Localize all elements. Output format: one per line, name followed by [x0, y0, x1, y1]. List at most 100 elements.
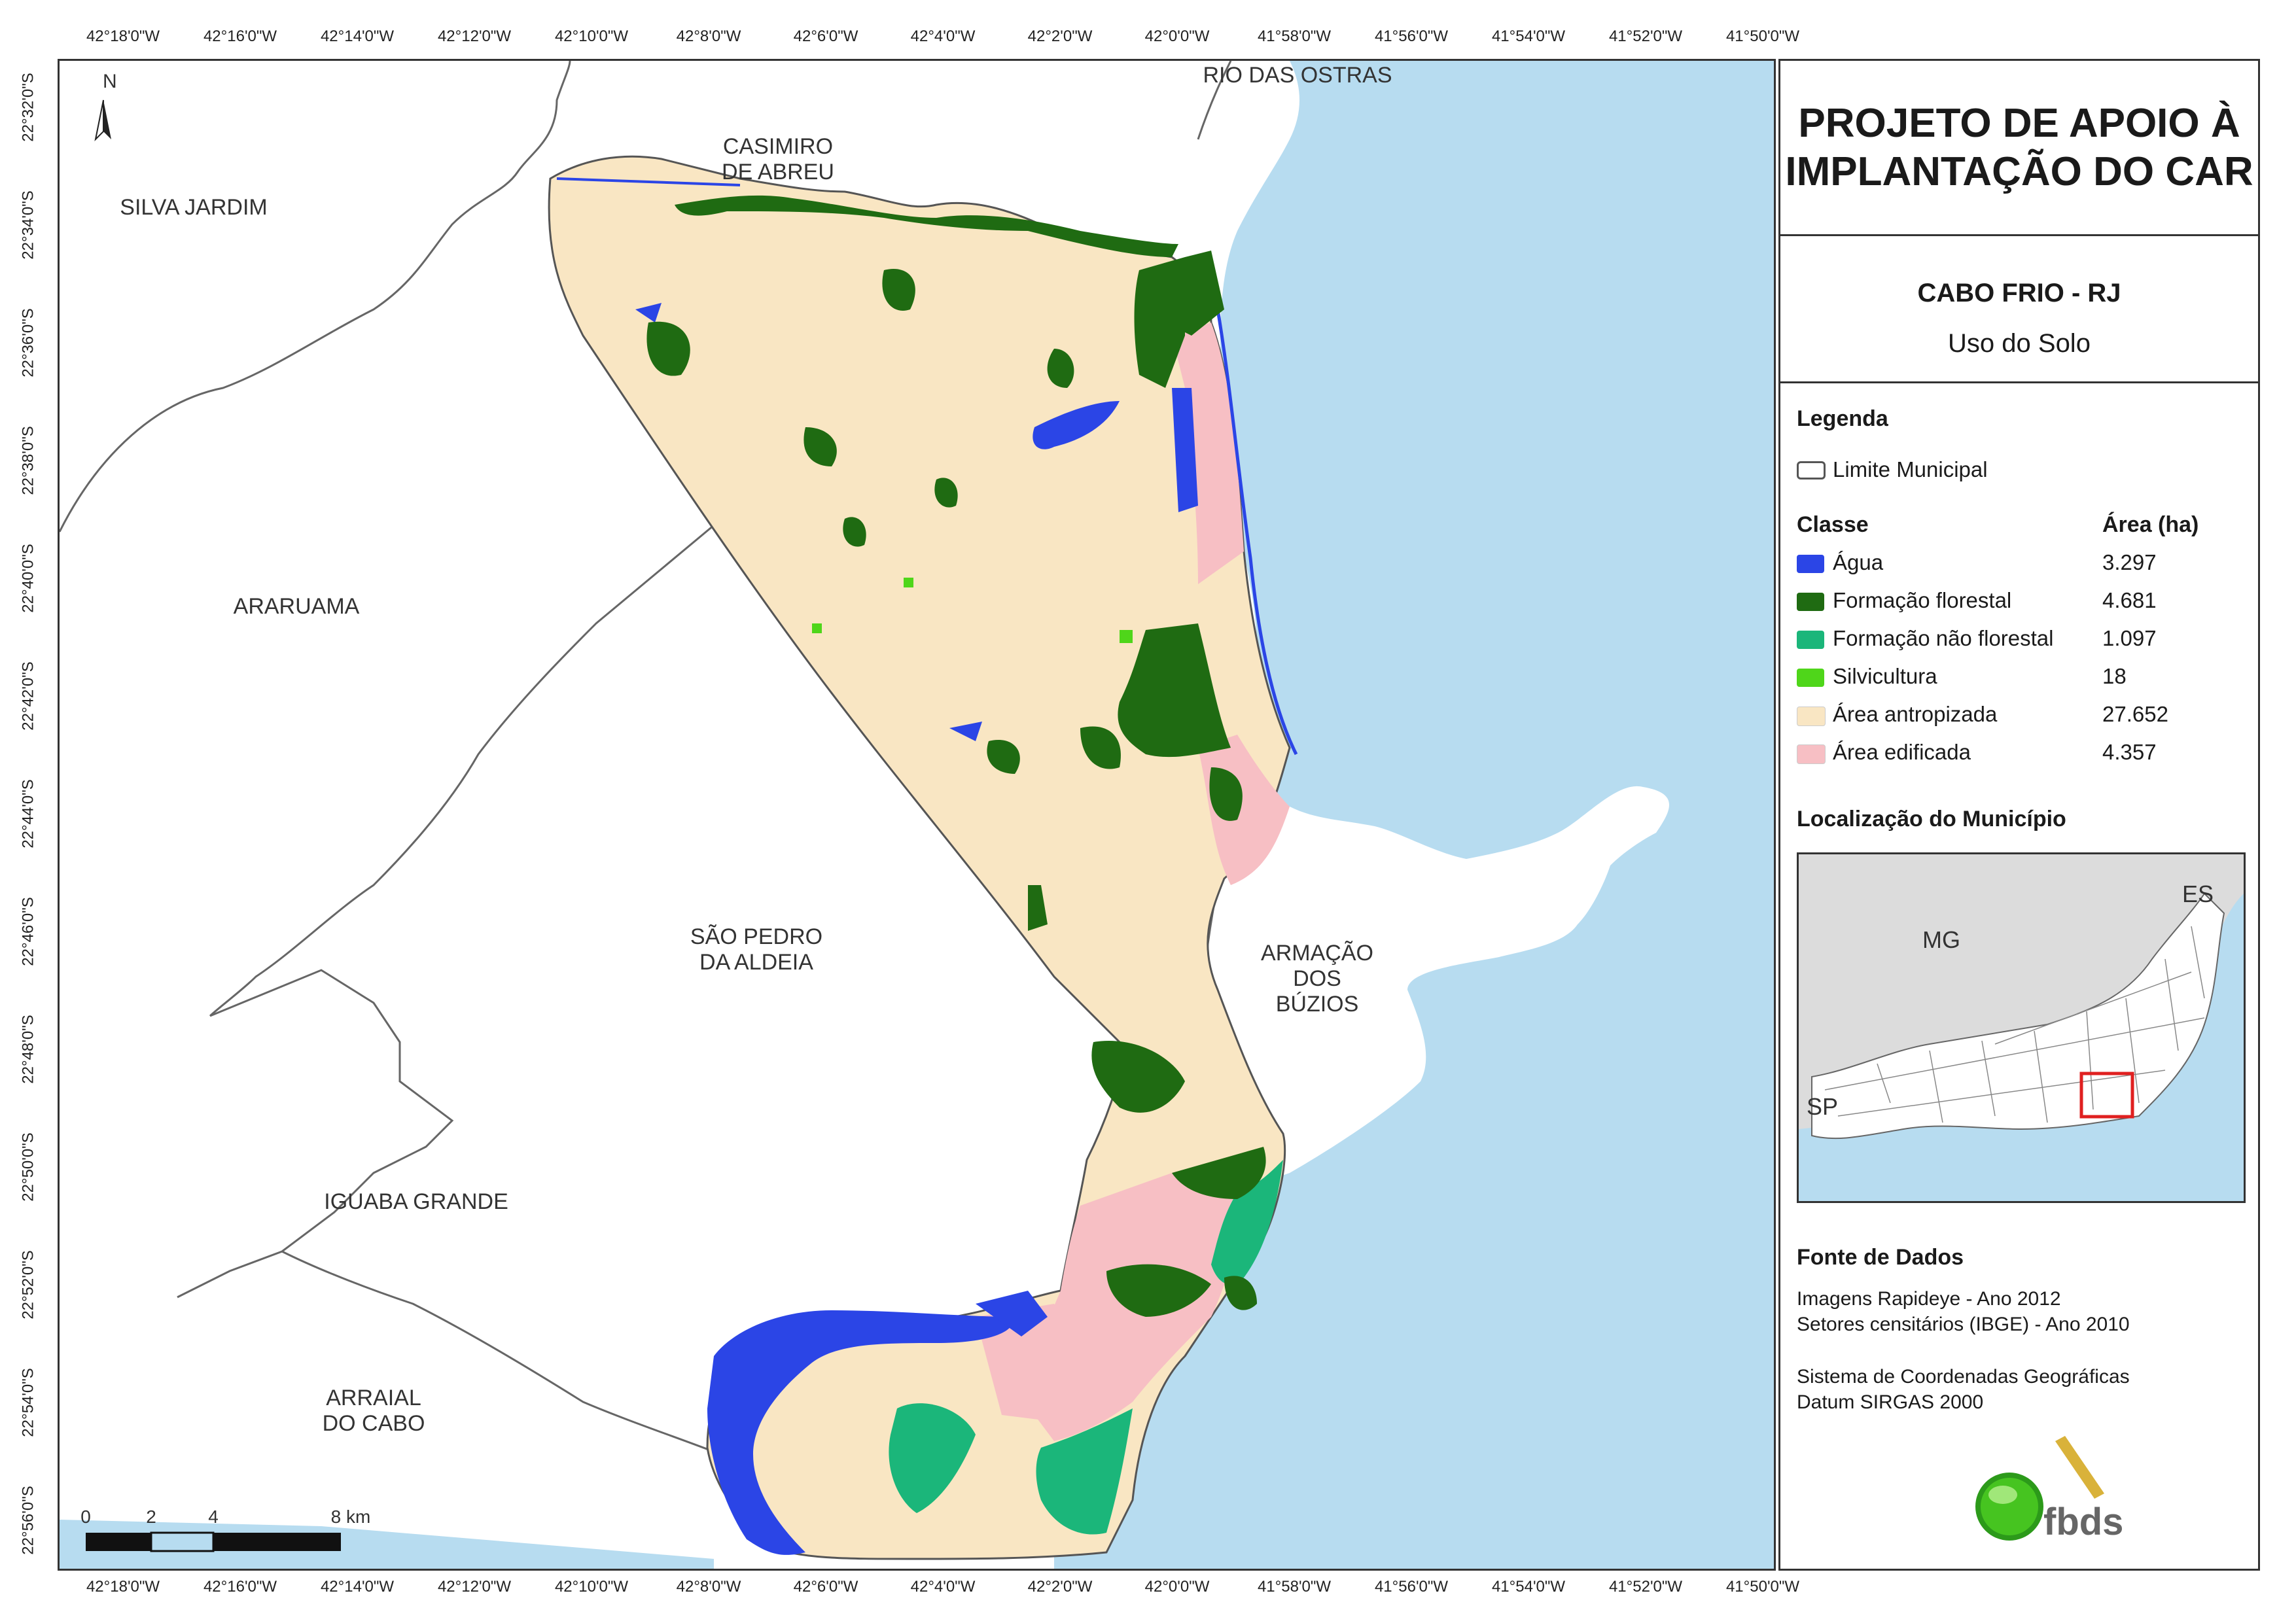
- bottom-coord: 42°18'0"W: [86, 1578, 160, 1596]
- subtitle-section: CABO FRIO - RJ Uso do Solo: [1780, 236, 2258, 383]
- classe-heading: Classe: [1797, 512, 1869, 537]
- bottom-coord: 41°54'0"W: [1491, 1578, 1566, 1596]
- fonte-line: Setores censitários (IBGE) - Ano 2010: [1797, 1314, 2130, 1335]
- sistema-line: Sistema de Coordenadas Geográficas: [1797, 1366, 2130, 1387]
- inset-label-sp: SP: [1806, 1093, 1839, 1120]
- label-silva-jardim: SILVA JARDIM: [120, 195, 268, 220]
- left-coord: 22°44'0"S: [19, 779, 37, 848]
- bottom-coord: 41°56'0"W: [1374, 1578, 1449, 1596]
- municipio-title: CABO FRIO - RJ: [1917, 279, 2121, 307]
- location-inset-map[interactable]: MG ES SP: [1797, 852, 2246, 1203]
- label-casimiro-de-abreu: CASIMIRO DE ABREU: [722, 134, 834, 185]
- area-heading: Área (ha): [2102, 512, 2199, 537]
- top-coord: 41°58'0"W: [1257, 27, 1332, 45]
- swatch-formacao-nao-florestal: [1797, 631, 1824, 649]
- scale-label: 4: [208, 1507, 219, 1527]
- class-label: Água: [1833, 550, 1884, 574]
- left-coord: 22°32'0"S: [19, 73, 37, 142]
- top-coord: 42°2'0"W: [1027, 27, 1093, 45]
- silvicultura: [812, 578, 1133, 643]
- north-arrow-icon: [94, 99, 111, 142]
- left-coord: 22°38'0"S: [19, 426, 37, 495]
- fbds-logo: fbds: [1944, 1435, 2140, 1546]
- bottom-coord: 42°4'0"W: [910, 1578, 976, 1596]
- top-coord: 41°54'0"W: [1491, 27, 1566, 45]
- bottom-coord: 42°14'0"W: [320, 1578, 395, 1596]
- left-coord: 22°56'0"S: [19, 1486, 37, 1555]
- top-coord: 42°18'0"W: [86, 27, 160, 45]
- agua: [949, 722, 982, 741]
- inset-map-canvas: [1799, 854, 2244, 1201]
- label-araruama: ARARUAMA: [233, 594, 360, 619]
- swatch-area-edificada: [1797, 744, 1826, 764]
- left-coord: 22°52'0"S: [19, 1250, 37, 1319]
- class-label: Área edificada: [1833, 740, 1971, 764]
- class-area: 18: [2102, 664, 2127, 688]
- map-frame[interactable]: N SILVA JARDIM CASIMIRO DE ABREU RIO DAS…: [58, 59, 1776, 1571]
- class-label: Silvicultura: [1833, 664, 1937, 688]
- limite-municipal-symbol: [1797, 461, 1826, 480]
- legend-heading: Legenda: [1797, 406, 1888, 431]
- agua: [976, 1291, 1048, 1336]
- top-coord: 42°16'0"W: [203, 27, 277, 45]
- localizacao-heading: Localização do Município: [1797, 807, 2066, 831]
- title-section: PROJETO DE APOIO À IMPLANTAÇÃO DO CAR: [1780, 61, 2258, 236]
- left-coord: 22°40'0"S: [19, 544, 37, 613]
- top-coord: 42°6'0"W: [793, 27, 858, 45]
- agua-lagoa: [707, 1310, 1015, 1555]
- swatch-area-antropizada: [1797, 707, 1826, 726]
- left-coord: 22°42'0"S: [19, 661, 37, 731]
- class-area: 3.297: [2102, 550, 2157, 574]
- inset-label-es: ES: [2181, 881, 2214, 907]
- left-coord: 22°36'0"S: [19, 308, 37, 377]
- scale-label: 8 km: [330, 1507, 371, 1527]
- fonte-heading: Fonte de Dados: [1797, 1245, 1964, 1270]
- label-arraial-do-cabo: ARRAIAL DO CABO: [322, 1386, 425, 1437]
- left-coord: 22°46'0"S: [19, 897, 37, 966]
- class-area: 4.681: [2102, 588, 2157, 612]
- swatch-agua: [1797, 555, 1824, 573]
- top-coord: 41°56'0"W: [1374, 27, 1449, 45]
- sistema-line: Datum SIRGAS 2000: [1797, 1391, 1984, 1413]
- top-coord: 41°52'0"W: [1608, 27, 1683, 45]
- swatch-silvicultura: [1797, 669, 1824, 687]
- area-edificada: [976, 1304, 1080, 1422]
- top-coord: 42°0'0"W: [1144, 27, 1210, 45]
- agua: [1033, 401, 1120, 449]
- class-area: 4.357: [2102, 740, 2157, 764]
- bottom-coord: 42°0'0"W: [1144, 1578, 1210, 1596]
- map-canvas: [60, 61, 1774, 1569]
- agua: [635, 303, 662, 323]
- left-coord: 22°34'0"S: [19, 190, 37, 260]
- scale-label: 0: [80, 1507, 91, 1527]
- inset-label-mg: MG: [1922, 926, 1960, 953]
- top-coord: 42°8'0"W: [676, 27, 741, 45]
- fonte-line: Imagens Rapideye - Ano 2012: [1797, 1288, 2061, 1310]
- top-coord: 42°14'0"W: [320, 27, 395, 45]
- limite-municipal-label: Limite Municipal: [1833, 457, 1988, 481]
- class-label: Formação não florestal: [1833, 626, 2054, 650]
- left-coord: 22°48'0"S: [19, 1015, 37, 1084]
- bottom-coord: 41°58'0"W: [1257, 1578, 1332, 1596]
- bottom-coord: 42°10'0"W: [554, 1578, 629, 1596]
- formacao-nao-florestal: [1036, 1408, 1133, 1535]
- left-coord: 22°50'0"S: [19, 1132, 37, 1202]
- class-area: 1.097: [2102, 626, 2157, 650]
- bottom-water: [60, 1520, 714, 1569]
- north-label: N: [103, 71, 117, 92]
- beach-strip: [1216, 309, 1298, 756]
- bottom-coord: 42°6'0"W: [793, 1578, 858, 1596]
- formacao-nao-florestal: [1211, 1160, 1283, 1285]
- scale-bar: [86, 1531, 341, 1552]
- location-highlight: [2079, 1072, 2134, 1119]
- top-coord: 42°4'0"W: [910, 27, 976, 45]
- label-rio-das-ostras: RIO DAS OSTRAS: [1203, 63, 1392, 88]
- bottom-coord: 42°16'0"W: [203, 1578, 277, 1596]
- bottom-coord: 42°8'0"W: [676, 1578, 741, 1596]
- label-sao-pedro-da-aldeia: SÃO PEDRO DA ALDEIA: [690, 924, 823, 975]
- bottom-coord: 42°12'0"W: [437, 1578, 512, 1596]
- agua-canal: [556, 177, 741, 186]
- top-coord: 41°50'0"W: [1725, 27, 1800, 45]
- class-area: 27.652: [2102, 702, 2168, 726]
- agua: [1172, 388, 1198, 512]
